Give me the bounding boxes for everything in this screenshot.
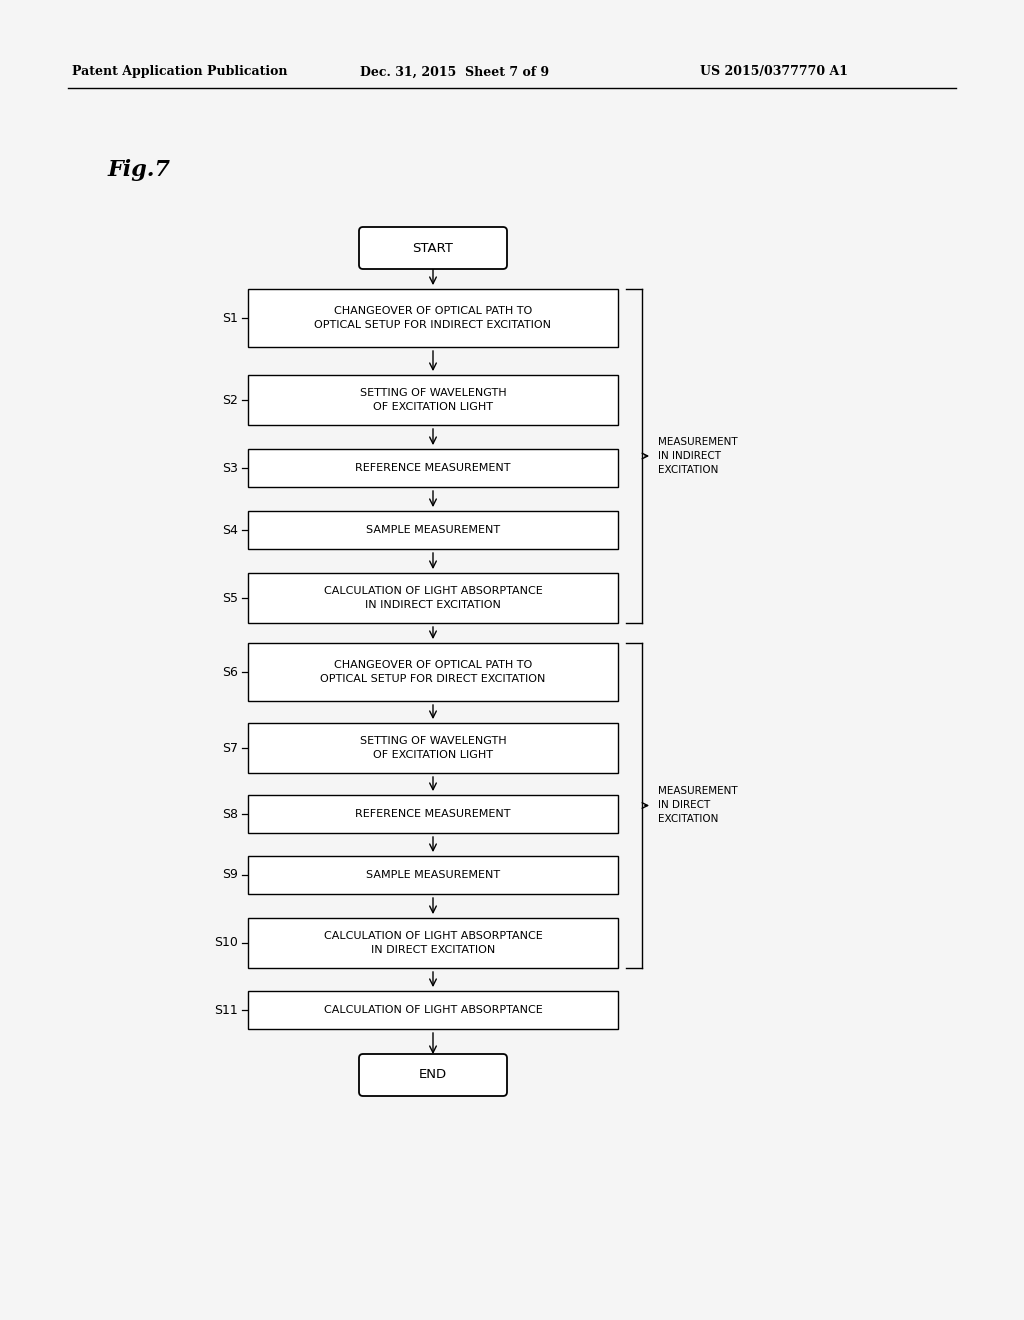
Text: REFERENCE MEASUREMENT: REFERENCE MEASUREMENT	[355, 463, 511, 473]
Text: S2: S2	[222, 393, 238, 407]
Text: S1: S1	[222, 312, 238, 325]
Bar	[248, 573, 618, 623]
Bar	[248, 375, 618, 425]
Text: MEASUREMENT
IN INDIRECT
EXCITATION: MEASUREMENT IN INDIRECT EXCITATION	[658, 437, 737, 475]
Text: S8: S8	[222, 808, 238, 821]
Text: S9: S9	[222, 869, 238, 882]
Text: S4: S4	[222, 524, 238, 536]
Bar	[248, 991, 618, 1030]
Bar	[248, 449, 618, 487]
Text: CALCULATION OF LIGHT ABSORPTANCE
IN INDIRECT EXCITATION: CALCULATION OF LIGHT ABSORPTANCE IN INDI…	[324, 586, 543, 610]
Text: SAMPLE MEASUREMENT: SAMPLE MEASUREMENT	[366, 870, 500, 880]
Text: SETTING OF WAVELENGTH
OF EXCITATION LIGHT: SETTING OF WAVELENGTH OF EXCITATION LIGH…	[359, 388, 506, 412]
Bar	[248, 917, 618, 968]
FancyBboxPatch shape	[359, 1053, 507, 1096]
Text: S11: S11	[214, 1003, 238, 1016]
Text: CALCULATION OF LIGHT ABSORPTANCE
IN DIRECT EXCITATION: CALCULATION OF LIGHT ABSORPTANCE IN DIRE…	[324, 931, 543, 954]
Text: S6: S6	[222, 665, 238, 678]
Bar	[248, 511, 618, 549]
Text: Dec. 31, 2015  Sheet 7 of 9: Dec. 31, 2015 Sheet 7 of 9	[360, 66, 549, 78]
Bar	[248, 289, 618, 347]
Text: S7: S7	[222, 742, 238, 755]
Text: SAMPLE MEASUREMENT: SAMPLE MEASUREMENT	[366, 525, 500, 535]
Bar	[248, 795, 618, 833]
Text: S3: S3	[222, 462, 238, 474]
Text: START: START	[413, 242, 454, 255]
Bar	[248, 855, 618, 894]
Bar	[248, 643, 618, 701]
Text: REFERENCE MEASUREMENT: REFERENCE MEASUREMENT	[355, 809, 511, 818]
Text: CHANGEOVER OF OPTICAL PATH TO
OPTICAL SETUP FOR DIRECT EXCITATION: CHANGEOVER OF OPTICAL PATH TO OPTICAL SE…	[321, 660, 546, 684]
Text: END: END	[419, 1068, 447, 1081]
Bar	[248, 723, 618, 774]
Text: MEASUREMENT
IN DIRECT
EXCITATION: MEASUREMENT IN DIRECT EXCITATION	[658, 787, 737, 825]
Text: CALCULATION OF LIGHT ABSORPTANCE: CALCULATION OF LIGHT ABSORPTANCE	[324, 1005, 543, 1015]
Text: SETTING OF WAVELENGTH
OF EXCITATION LIGHT: SETTING OF WAVELENGTH OF EXCITATION LIGH…	[359, 737, 506, 760]
Text: S5: S5	[222, 591, 238, 605]
FancyBboxPatch shape	[359, 227, 507, 269]
Text: Patent Application Publication: Patent Application Publication	[72, 66, 288, 78]
Text: CHANGEOVER OF OPTICAL PATH TO
OPTICAL SETUP FOR INDIRECT EXCITATION: CHANGEOVER OF OPTICAL PATH TO OPTICAL SE…	[314, 306, 552, 330]
Text: US 2015/0377770 A1: US 2015/0377770 A1	[700, 66, 848, 78]
Text: Fig.7: Fig.7	[108, 158, 171, 181]
Text: S10: S10	[214, 936, 238, 949]
